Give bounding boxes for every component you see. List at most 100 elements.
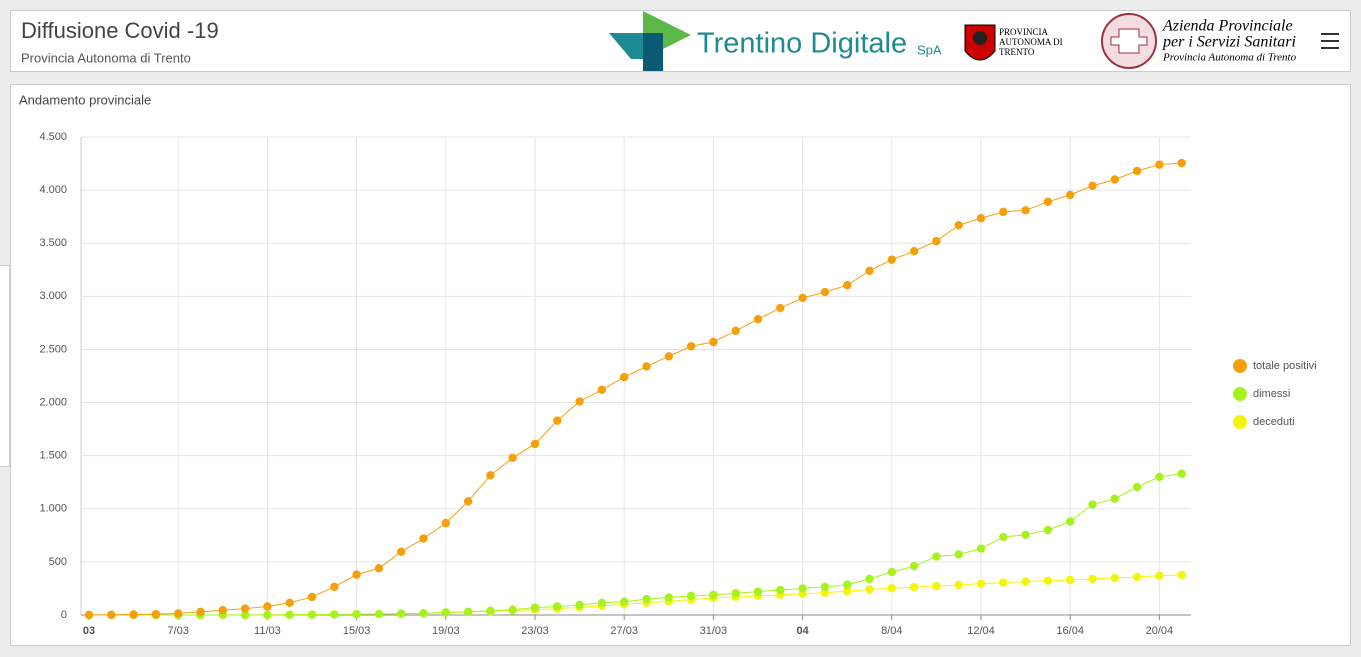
point [352, 610, 361, 619]
point [843, 280, 852, 290]
point [553, 602, 562, 611]
point [1177, 469, 1186, 478]
point [865, 574, 874, 584]
y-tick-label: 500 [49, 556, 67, 568]
point [865, 585, 874, 594]
x-tick-label: 15/03 [343, 625, 371, 637]
point [285, 610, 294, 619]
point [753, 587, 763, 596]
logo-text: Trentino Digitale [697, 28, 907, 60]
point [597, 598, 607, 607]
point [776, 303, 785, 313]
point [709, 590, 718, 600]
point [843, 580, 852, 589]
header-svg: Diffusione Covid -19 Provincia Autonoma … [21, 11, 1339, 73]
logo-pat: PROVINCIA AUTONOMA DI TRENTO [964, 24, 1063, 61]
point [174, 609, 183, 618]
point [397, 609, 406, 618]
point [1110, 494, 1120, 503]
point [196, 607, 205, 617]
point [686, 591, 696, 601]
side-tab[interactable] [0, 265, 10, 467]
point [1132, 572, 1142, 582]
point [865, 266, 874, 276]
point [419, 609, 428, 618]
series-line [89, 473, 1182, 616]
point [731, 589, 740, 598]
point [1155, 160, 1164, 169]
point [954, 580, 963, 590]
x-tick-label: 16/04 [1056, 625, 1084, 637]
point [463, 497, 473, 506]
chart-panel: Andamento provinciale 0 500 1.000 1.500 2.00… [10, 84, 1351, 646]
title: Diffusione Covid -19 [21, 18, 219, 43]
legend-label: dimessi [1253, 388, 1290, 400]
point [463, 607, 473, 617]
menu-icon[interactable] [1321, 33, 1339, 49]
point [508, 453, 517, 462]
point [976, 544, 986, 553]
point [530, 603, 540, 612]
point [909, 561, 919, 571]
point [419, 534, 428, 543]
point [352, 570, 361, 579]
logo-apss-2: per i Servizi Sanitari [1162, 34, 1296, 51]
point [1021, 206, 1030, 215]
y-tick-label: 3.000 [39, 290, 67, 302]
point [240, 604, 250, 613]
subtitle: Provincia Autonoma di Trento [21, 50, 191, 65]
chart: Andamento provinciale 0 500 1.000 1.500 2.00… [19, 92, 1317, 637]
point [1043, 197, 1053, 206]
y-tick-label: 4.500 [39, 131, 67, 143]
point [374, 609, 384, 619]
x-tick-label: 31/03 [700, 625, 728, 637]
point [887, 255, 896, 264]
header: Diffusione Covid -19 Provincia Autonoma … [10, 10, 1351, 73]
point [129, 610, 138, 619]
point [508, 605, 517, 614]
point [597, 385, 607, 395]
x-tick-label: 11/03 [254, 625, 281, 637]
point [999, 207, 1008, 217]
point [307, 592, 317, 602]
point [976, 214, 986, 223]
x-tick-label: 04 [796, 625, 809, 637]
y-tick-label: 3.500 [39, 237, 67, 249]
point [1110, 175, 1120, 184]
point [887, 584, 896, 593]
point [575, 600, 584, 610]
y-tick-label: 2.000 [39, 396, 67, 408]
x-tick-label: 12/04 [967, 625, 995, 637]
point [84, 610, 94, 620]
point [441, 518, 450, 528]
point [575, 397, 584, 406]
point [1043, 576, 1053, 585]
point [932, 552, 941, 561]
legend-label: deceduti [1253, 416, 1295, 428]
point [820, 588, 830, 597]
point [240, 610, 250, 620]
x-tick-label: 8/04 [881, 625, 902, 637]
series-line [88, 162, 1182, 616]
point [731, 326, 740, 336]
point [753, 314, 763, 324]
point [709, 337, 718, 347]
point [798, 584, 807, 593]
point [887, 567, 896, 577]
point [1132, 166, 1142, 176]
series-line [89, 574, 1182, 616]
logo-apss: Azienda Provinciale per i Servizi Sanita… [1101, 13, 1297, 69]
point [263, 610, 272, 620]
point [1021, 577, 1030, 586]
point [1021, 530, 1030, 540]
point [999, 578, 1008, 587]
point [1177, 158, 1186, 168]
point [330, 610, 339, 619]
point [107, 610, 116, 619]
point [620, 372, 629, 382]
point [1066, 517, 1075, 526]
y-tick-label: 1.000 [39, 503, 67, 515]
legend-swatch [1233, 387, 1247, 401]
point [1088, 500, 1097, 509]
point [374, 564, 384, 573]
